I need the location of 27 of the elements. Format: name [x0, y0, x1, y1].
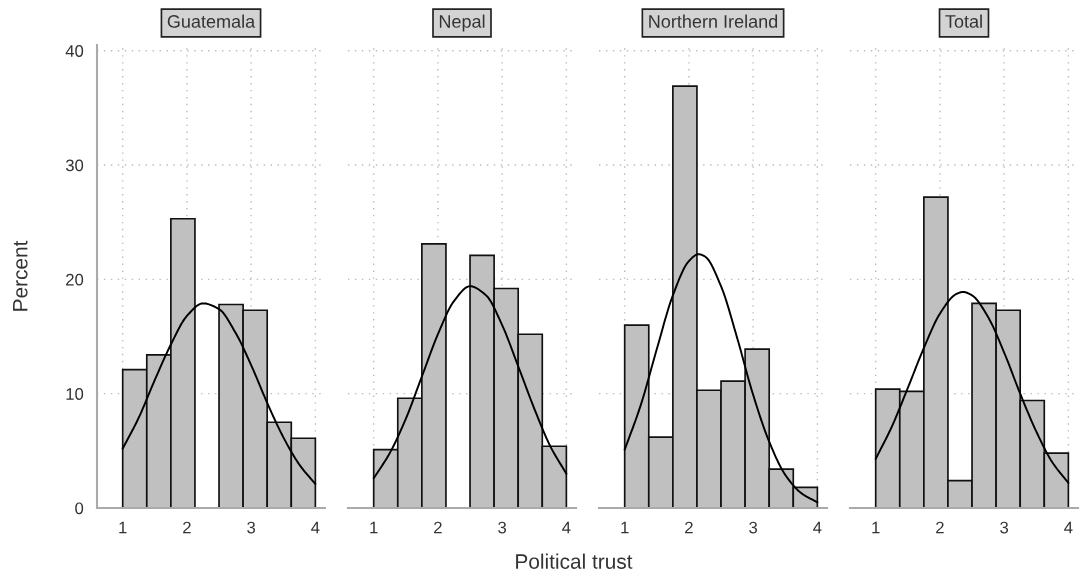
x-tick-label: 1 [621, 521, 629, 534]
x-tick-label: 3 [247, 521, 256, 534]
x-tick-label: 4 [311, 521, 320, 534]
y-tick-label: 10 [66, 388, 84, 400]
y-tick-label: 20 [66, 273, 84, 286]
y-tick-label: 30 [65, 159, 84, 172]
x-tick-label: 4 [562, 521, 571, 534]
y-tick-label: 40 [65, 45, 84, 57]
chart-title: Total [945, 14, 982, 28]
y-axis-title: Percent [13, 240, 28, 311]
chart-title: Northern Ireland [649, 14, 778, 28]
x-tick-label: 2 [685, 521, 693, 534]
x-tick-label: 1 [370, 521, 378, 534]
x-tick-label: 3 [749, 521, 758, 534]
text: Political trust [516, 553, 633, 569]
x-tick-label: 2 [936, 521, 944, 534]
x-tick-label: 3 [1000, 521, 1009, 534]
y-tick-label: 0 [75, 502, 84, 515]
x-tick-label: 1 [119, 521, 127, 534]
x-tick-label: 2 [183, 521, 191, 534]
x-tick-label: 4 [1064, 521, 1073, 534]
x-tick-label: 2 [434, 521, 442, 534]
x-tick-label: 4 [813, 521, 822, 534]
chart-title: Nepal [439, 14, 485, 32]
x-tick-label: 3 [498, 521, 507, 534]
chart-title: Guatemala [167, 14, 256, 28]
x-tick-label: 1 [872, 521, 880, 534]
